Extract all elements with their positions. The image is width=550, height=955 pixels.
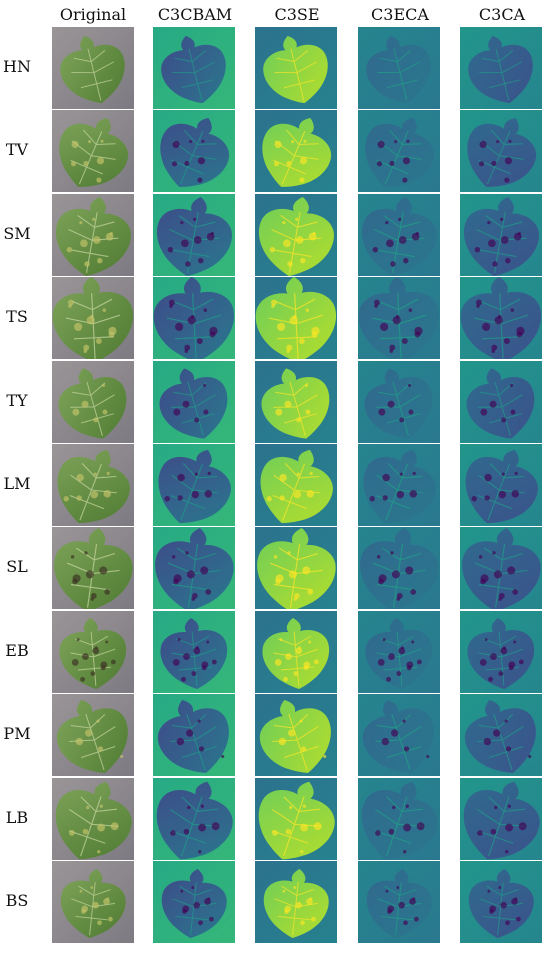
tile-tv-original <box>52 110 134 192</box>
column-header-c3se: C3SE <box>274 5 320 24</box>
tile-bs-c3se <box>255 861 337 943</box>
row-label-bs: BS <box>5 891 29 910</box>
tile-lm-c3cbam <box>153 444 235 526</box>
row-label-lb: LB <box>5 808 29 827</box>
tile-eb-c3eca <box>358 611 440 693</box>
tile-pm-original <box>52 694 134 776</box>
tile-ty-c3ca <box>460 361 542 443</box>
column-header-original: Original <box>59 5 127 24</box>
tile-sl-c3eca <box>358 527 440 609</box>
row-label-sm: SM <box>3 224 31 243</box>
tile-ts-c3ca <box>460 277 542 359</box>
tile-sm-c3cbam <box>153 194 235 276</box>
row-label-pm: PM <box>3 724 31 743</box>
tile-sl-c3ca <box>460 527 542 609</box>
tile-eb-c3cbam <box>153 611 235 693</box>
column-header-c3cbam: C3CBAM <box>157 5 233 24</box>
tile-lm-original <box>52 444 134 526</box>
tile-pm-c3ca <box>460 694 542 776</box>
row-label-lm: LM <box>3 474 31 493</box>
tile-bs-original <box>52 861 134 943</box>
tile-bs-c3cbam <box>153 861 235 943</box>
tile-lb-c3se <box>255 778 337 860</box>
tile-eb-c3ca <box>460 611 542 693</box>
column-header-c3eca: C3ECA <box>371 5 429 24</box>
tile-hn-c3eca <box>358 27 440 109</box>
tile-ty-c3se <box>255 361 337 443</box>
tile-hn-c3cbam <box>153 27 235 109</box>
tile-hn-c3se <box>255 27 337 109</box>
row-label-eb: EB <box>5 641 29 660</box>
tile-eb-c3se <box>255 611 337 693</box>
tile-ts-c3cbam <box>153 277 235 359</box>
row-label-ty: TY <box>6 391 28 410</box>
tile-lb-c3ca <box>460 778 542 860</box>
tile-lb-c3cbam <box>153 778 235 860</box>
tile-tv-c3cbam <box>153 110 235 192</box>
tile-ty-c3eca <box>358 361 440 443</box>
row-label-hn: HN <box>3 57 31 76</box>
column-header-c3ca: C3CA <box>478 5 526 24</box>
tile-ts-original <box>52 277 134 359</box>
tile-sl-c3cbam <box>153 527 235 609</box>
tile-sm-c3se <box>255 194 337 276</box>
tile-sm-original <box>52 194 134 276</box>
tile-sm-c3ca <box>460 194 542 276</box>
row-label-sl: SL <box>6 557 28 576</box>
row-label-tv: TV <box>5 140 29 159</box>
tile-lm-c3se <box>255 444 337 526</box>
tile-eb-original <box>52 611 134 693</box>
tile-pm-c3se <box>255 694 337 776</box>
tile-bs-c3ca <box>460 861 542 943</box>
row-label-ts: TS <box>6 307 28 326</box>
tile-bs-c3eca <box>358 861 440 943</box>
tile-ty-original <box>52 361 134 443</box>
tile-tv-c3eca <box>358 110 440 192</box>
tile-pm-c3eca <box>358 694 440 776</box>
tile-sl-c3se <box>255 527 337 609</box>
tile-sl-original <box>52 527 134 609</box>
tile-hn-original <box>52 27 134 109</box>
tile-tv-c3se <box>255 110 337 192</box>
tile-hn-c3ca <box>460 27 542 109</box>
tile-ty-c3cbam <box>153 361 235 443</box>
tile-lm-c3eca <box>358 444 440 526</box>
tile-sm-c3eca <box>358 194 440 276</box>
tile-lb-c3eca <box>358 778 440 860</box>
tile-lb-original <box>52 778 134 860</box>
tile-tv-c3ca <box>460 110 542 192</box>
tile-ts-c3eca <box>358 277 440 359</box>
tile-pm-c3cbam <box>153 694 235 776</box>
tile-ts-c3se <box>255 277 337 359</box>
tile-lm-c3ca <box>460 444 542 526</box>
